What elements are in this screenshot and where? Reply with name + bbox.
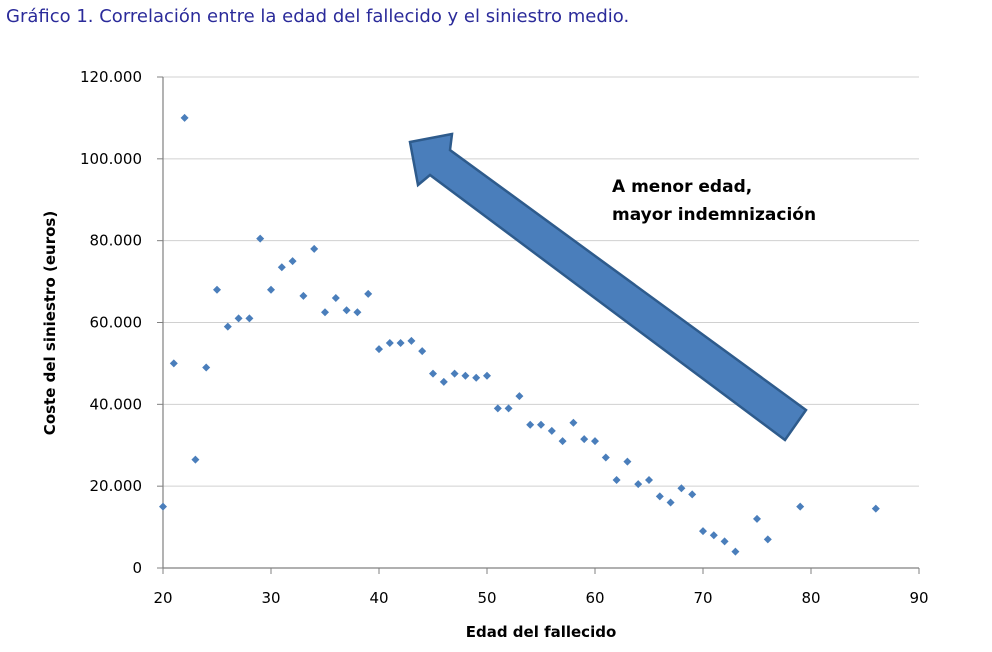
data-point bbox=[331, 293, 340, 302]
data-point bbox=[796, 502, 805, 511]
data-point bbox=[731, 547, 740, 556]
data-point bbox=[169, 359, 178, 368]
data-point bbox=[688, 490, 697, 499]
data-point bbox=[396, 338, 405, 347]
data-point bbox=[526, 420, 535, 429]
data-point bbox=[504, 404, 513, 413]
x-tick-labels: 20 30 40 50 60 70 80 90 bbox=[153, 589, 928, 607]
data-point bbox=[159, 502, 167, 511]
data-point bbox=[429, 369, 437, 378]
y-tick-label: 100.000 bbox=[80, 150, 142, 168]
data-point bbox=[871, 504, 880, 513]
data-point bbox=[234, 314, 243, 323]
data-point bbox=[709, 531, 718, 540]
x-tick-label: 40 bbox=[369, 589, 388, 607]
data-point bbox=[720, 537, 729, 546]
data-point bbox=[537, 420, 545, 429]
data-point bbox=[213, 285, 221, 294]
data-point bbox=[439, 377, 448, 386]
annotation-line-2: mayor indemnización bbox=[612, 205, 816, 225]
data-point bbox=[483, 371, 491, 380]
data-point bbox=[245, 314, 254, 323]
x-tick-label: 50 bbox=[477, 589, 496, 607]
data-point bbox=[461, 371, 470, 380]
data-point bbox=[612, 476, 621, 485]
data-point bbox=[472, 373, 481, 382]
data-point bbox=[202, 363, 211, 372]
y-tick-label: 60.000 bbox=[90, 314, 143, 332]
y-tick-label: 120.000 bbox=[80, 68, 142, 86]
axes bbox=[157, 76, 920, 574]
data-point bbox=[515, 392, 524, 401]
y-axis-label: Coste del siniestro (euros) bbox=[41, 211, 59, 435]
data-point bbox=[277, 263, 286, 272]
data-point bbox=[677, 484, 686, 493]
y-tick-label: 0 bbox=[132, 559, 142, 577]
y-tick-label: 40.000 bbox=[90, 395, 143, 413]
data-point bbox=[569, 418, 578, 427]
chart-title: Gráfico 1. Correlación entre la edad del… bbox=[6, 6, 630, 27]
data-point bbox=[547, 426, 556, 435]
data-point bbox=[191, 455, 200, 464]
data-point bbox=[418, 347, 427, 356]
x-axis-label: Edad del fallecido bbox=[466, 623, 617, 641]
trend-arrow-icon bbox=[408, 132, 808, 442]
data-point bbox=[353, 308, 362, 317]
data-point bbox=[699, 527, 707, 536]
y-tick-labels: 0 20.000 40.000 60.000 80.000 100.000 120.000 bbox=[80, 68, 142, 577]
data-point bbox=[666, 498, 675, 507]
data-point bbox=[342, 306, 351, 315]
data-point bbox=[223, 322, 232, 331]
data-point bbox=[623, 457, 632, 466]
x-tick-label: 90 bbox=[909, 589, 928, 607]
data-point bbox=[375, 345, 383, 354]
data-point bbox=[321, 308, 329, 317]
y-tick-label: 80.000 bbox=[90, 232, 143, 250]
data-point bbox=[288, 257, 297, 266]
data-point bbox=[407, 336, 416, 345]
data-point bbox=[267, 285, 275, 294]
data-point bbox=[256, 234, 265, 243]
data-point bbox=[753, 514, 761, 523]
annotation-line-1: A menor edad, bbox=[612, 177, 752, 197]
data-point bbox=[450, 369, 459, 378]
x-tick-label: 60 bbox=[585, 589, 604, 607]
data-point bbox=[591, 437, 599, 446]
data-point bbox=[364, 289, 373, 298]
y-tick-label: 20.000 bbox=[90, 477, 143, 495]
x-tick-label: 80 bbox=[801, 589, 820, 607]
x-tick-label: 30 bbox=[261, 589, 280, 607]
data-point bbox=[645, 476, 653, 485]
data-point bbox=[580, 435, 589, 444]
data-point bbox=[634, 480, 643, 489]
data-point bbox=[493, 404, 502, 413]
data-point bbox=[601, 453, 610, 462]
data-points bbox=[159, 113, 880, 556]
x-tick-label: 20 bbox=[153, 589, 172, 607]
data-point bbox=[385, 338, 394, 347]
x-tick-label: 70 bbox=[693, 589, 712, 607]
data-point bbox=[299, 291, 308, 300]
data-point bbox=[180, 113, 189, 122]
data-point bbox=[655, 492, 664, 501]
data-point bbox=[310, 244, 319, 253]
data-point bbox=[558, 437, 567, 446]
data-point bbox=[763, 535, 772, 544]
